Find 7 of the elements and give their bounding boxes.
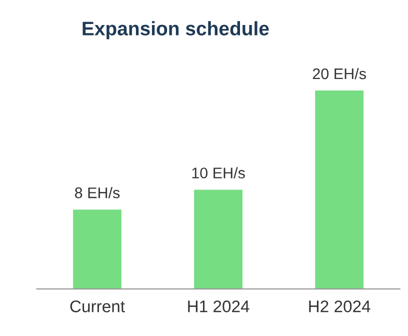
data-label: 20 EH/s	[312, 68, 366, 80]
x-tick-label: H2 2024	[309, 300, 370, 312]
x-tick-label: Current	[70, 300, 125, 312]
x-tick-label: H1 2024	[188, 300, 250, 312]
data-label: 10 EH/s	[192, 167, 245, 178]
chart-title: Expansion schedule	[82, 21, 269, 40]
data-label: 8 EH/s	[74, 187, 120, 198]
